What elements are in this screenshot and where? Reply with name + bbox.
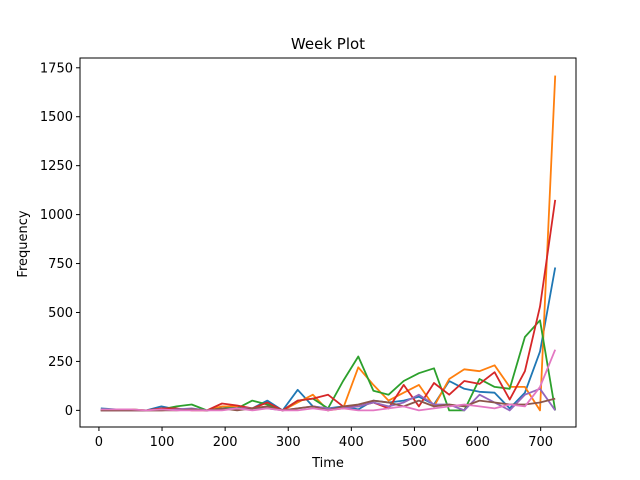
plot-area (100, 75, 557, 412)
y-tick-label: 1750 (40, 61, 73, 76)
x-tick-label: 700 (528, 435, 553, 450)
x-axis: 0 100 200 300 400 500 600 700 (95, 427, 553, 450)
series-line-2 (100, 75, 557, 412)
y-tick-label: 1250 (40, 159, 73, 174)
series-line-3 (100, 319, 557, 412)
y-axis: 0 250 500 750 1000 1250 1500 1750 (40, 61, 80, 419)
x-tick-label: 500 (402, 435, 427, 450)
x-tick-label: 400 (339, 435, 364, 450)
y-axis-label: Frequency (16, 210, 31, 277)
y-tick-label: 1000 (40, 208, 73, 223)
series-line-7 (100, 349, 557, 412)
series-line-1 (100, 267, 557, 412)
y-tick-label: 1500 (40, 110, 73, 125)
x-tick-label: 0 (95, 435, 103, 450)
series-line-4 (100, 199, 557, 412)
y-tick-label: 500 (48, 306, 73, 321)
x-tick-label: 200 (213, 435, 238, 450)
axes-frame (79, 57, 577, 428)
chart-title: Week Plot (291, 35, 365, 53)
y-tick-label: 250 (48, 355, 73, 370)
x-tick-label: 100 (150, 435, 175, 450)
x-tick-label: 600 (465, 435, 490, 450)
x-tick-label: 300 (276, 435, 301, 450)
x-axis-label: Time (311, 456, 344, 471)
series-line-5 (100, 387, 556, 412)
y-tick-label: 750 (48, 257, 73, 272)
y-tick-label: 0 (65, 404, 73, 419)
